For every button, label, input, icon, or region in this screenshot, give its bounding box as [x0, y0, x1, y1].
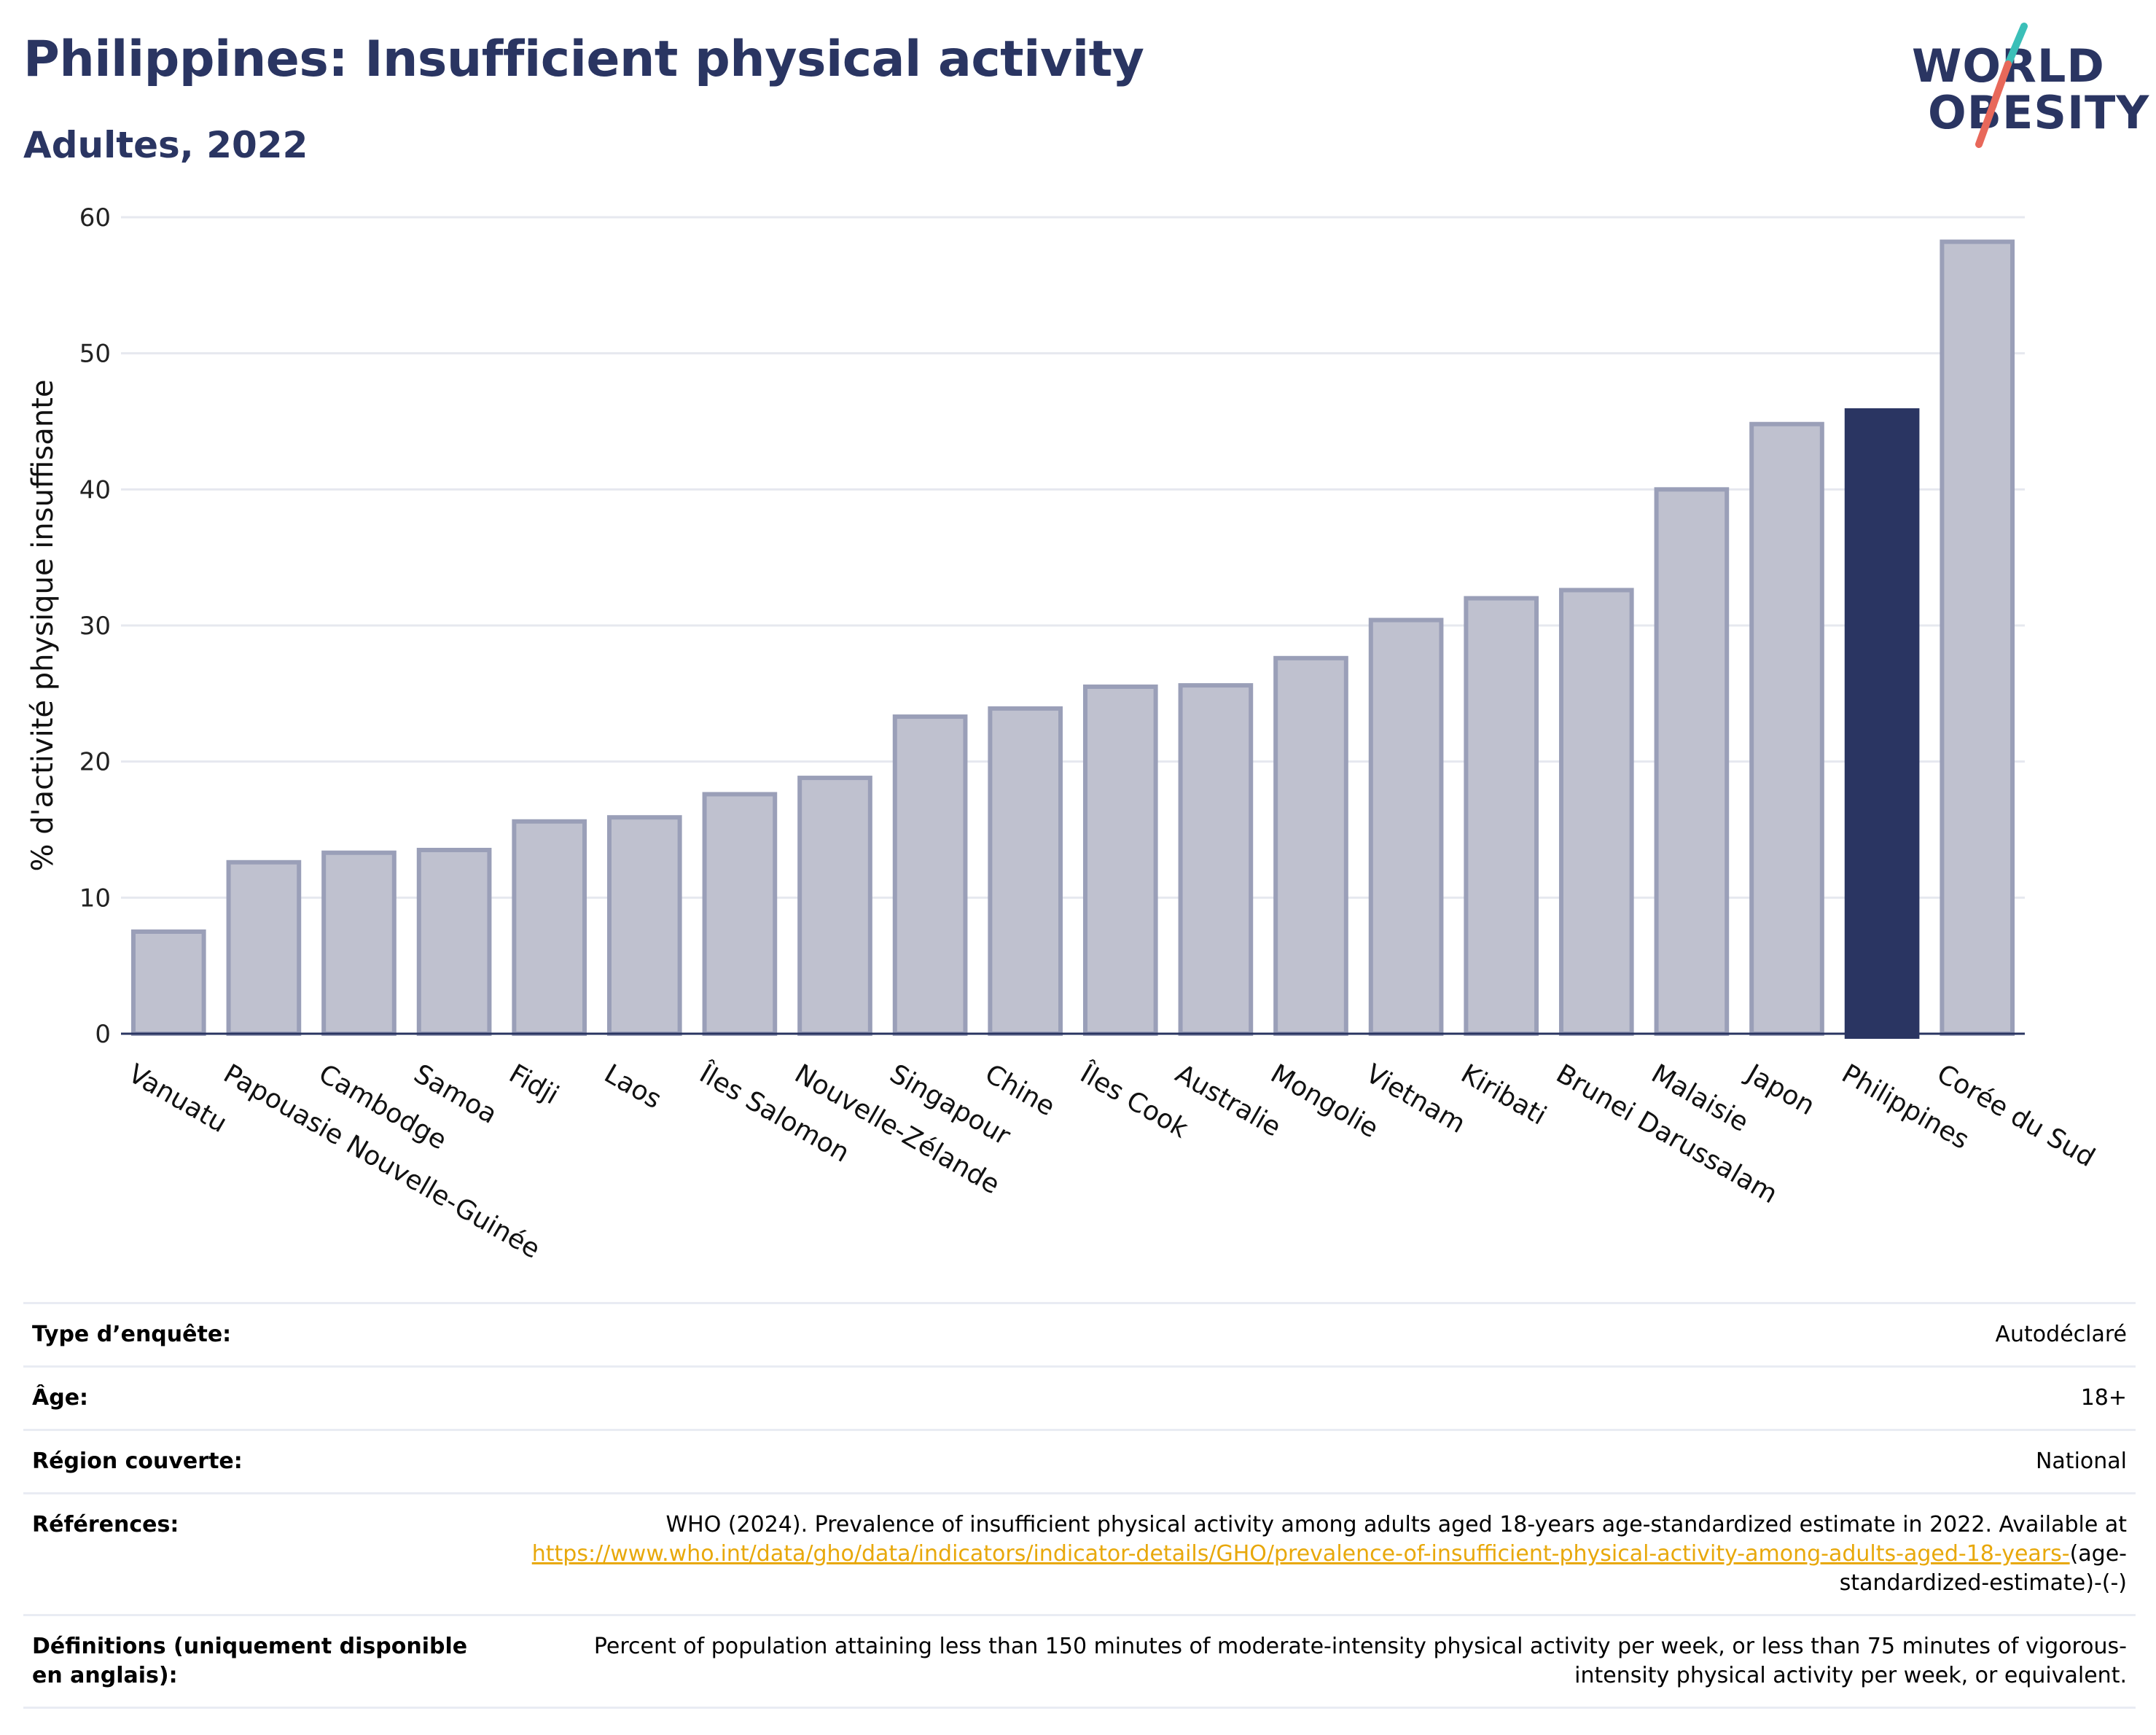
bar-vanuatu: [130, 929, 206, 1036]
x-tick-label: Fidji: [504, 1058, 563, 1110]
bar-cambodge: [321, 850, 397, 1036]
x-tick-label: Corée du Sud: [1932, 1058, 2100, 1173]
bar-japon: [1749, 421, 1824, 1036]
y-tick-label: 10: [79, 884, 111, 913]
details-row: Références: WHO (2024). Prevalence of ins…: [23, 1492, 2136, 1615]
logo-slash-icon: [1975, 23, 2028, 148]
world-obesity-logo: WORLD OBESITY: [1899, 22, 2150, 153]
x-tick-label: Australie: [1171, 1058, 1286, 1142]
bar-philippines: [1844, 408, 1920, 1040]
chart-subtitle: Adultes, 2022: [23, 124, 308, 166]
x-tick-label: Îles Cook: [1074, 1058, 1193, 1144]
x-tick-label: Mongolie: [1265, 1058, 1383, 1144]
bar-corée-du-sud: [1940, 239, 2015, 1037]
y-tick-label: 50: [79, 340, 111, 369]
details-value: Autodéclaré: [493, 1302, 2136, 1367]
reference-link[interactable]: https://www.who.int/data/gho/data/indica…: [531, 1541, 2070, 1567]
x-tick-label: Vanuatu: [123, 1058, 232, 1139]
details-value: Percent of population attaining less tha…: [493, 1614, 2136, 1709]
details-row: Type d’enquête: Autodéclaré: [23, 1302, 2136, 1367]
bar-mongolie: [1273, 655, 1348, 1036]
details-row: Âge: 18+: [23, 1365, 2136, 1430]
x-tick-label: Laos: [599, 1058, 666, 1115]
bar-îles-cook: [1082, 685, 1158, 1036]
details-row: Région couverte: National: [23, 1429, 2136, 1494]
reference-text: WHO (2024). Prevalence of insufficient p…: [665, 1512, 2127, 1537]
y-tick-label: 40: [79, 475, 111, 504]
bar-îles-salomon: [702, 792, 778, 1036]
y-axis-label: % d'activité physique insuffisante: [26, 380, 60, 872]
details-value: 18+: [493, 1365, 2136, 1430]
y-tick-label: 60: [79, 203, 111, 233]
chart-title: Philippines: Insufficient physical activ…: [23, 31, 1144, 88]
bar-laos: [606, 815, 682, 1036]
details-key: Type d’enquête:: [23, 1302, 493, 1367]
reference-suffix: (age-standardized-estimate)-(-): [1839, 1541, 2127, 1596]
details-key: Région couverte:: [23, 1429, 493, 1494]
bar-fidji: [512, 819, 587, 1036]
bar-brunei-darussalam: [1558, 588, 1634, 1036]
details-key: Définitions (uniquement disponible en an…: [23, 1614, 493, 1709]
y-tick-label: 30: [79, 612, 111, 641]
bar-malaisie: [1654, 487, 1730, 1037]
bar-samoa: [416, 848, 492, 1036]
bar-papouasie-nouvelle-guinée: [226, 859, 302, 1036]
bar-nouvelle-zélande: [797, 776, 872, 1036]
bars: [130, 239, 2015, 1040]
bar-kiribati: [1464, 596, 1539, 1036]
bar-singapour: [892, 714, 968, 1036]
bar-chine: [988, 706, 1063, 1036]
details-value-reference: WHO (2024). Prevalence of insufficient p…: [493, 1492, 2136, 1615]
bar-vietnam: [1368, 617, 1444, 1036]
details-key: Références:: [23, 1492, 493, 1615]
details-key: Âge:: [23, 1365, 493, 1430]
details-value: National: [493, 1429, 2136, 1494]
x-tick-label: Kiribati: [1456, 1058, 1551, 1131]
y-tick-label: 0: [95, 1020, 111, 1049]
y-tick-label: 20: [79, 748, 111, 777]
logo-text-obesity: OBESITY: [1928, 86, 2150, 139]
gridlines: [121, 216, 2025, 1035]
details-table: Type d’enquête: Autodéclaré Âge: 18+ Région …: [23, 1302, 2136, 1709]
details-row: Définitions (uniquement disponible en an…: [23, 1614, 2136, 1709]
bar-australie: [1178, 683, 1254, 1037]
